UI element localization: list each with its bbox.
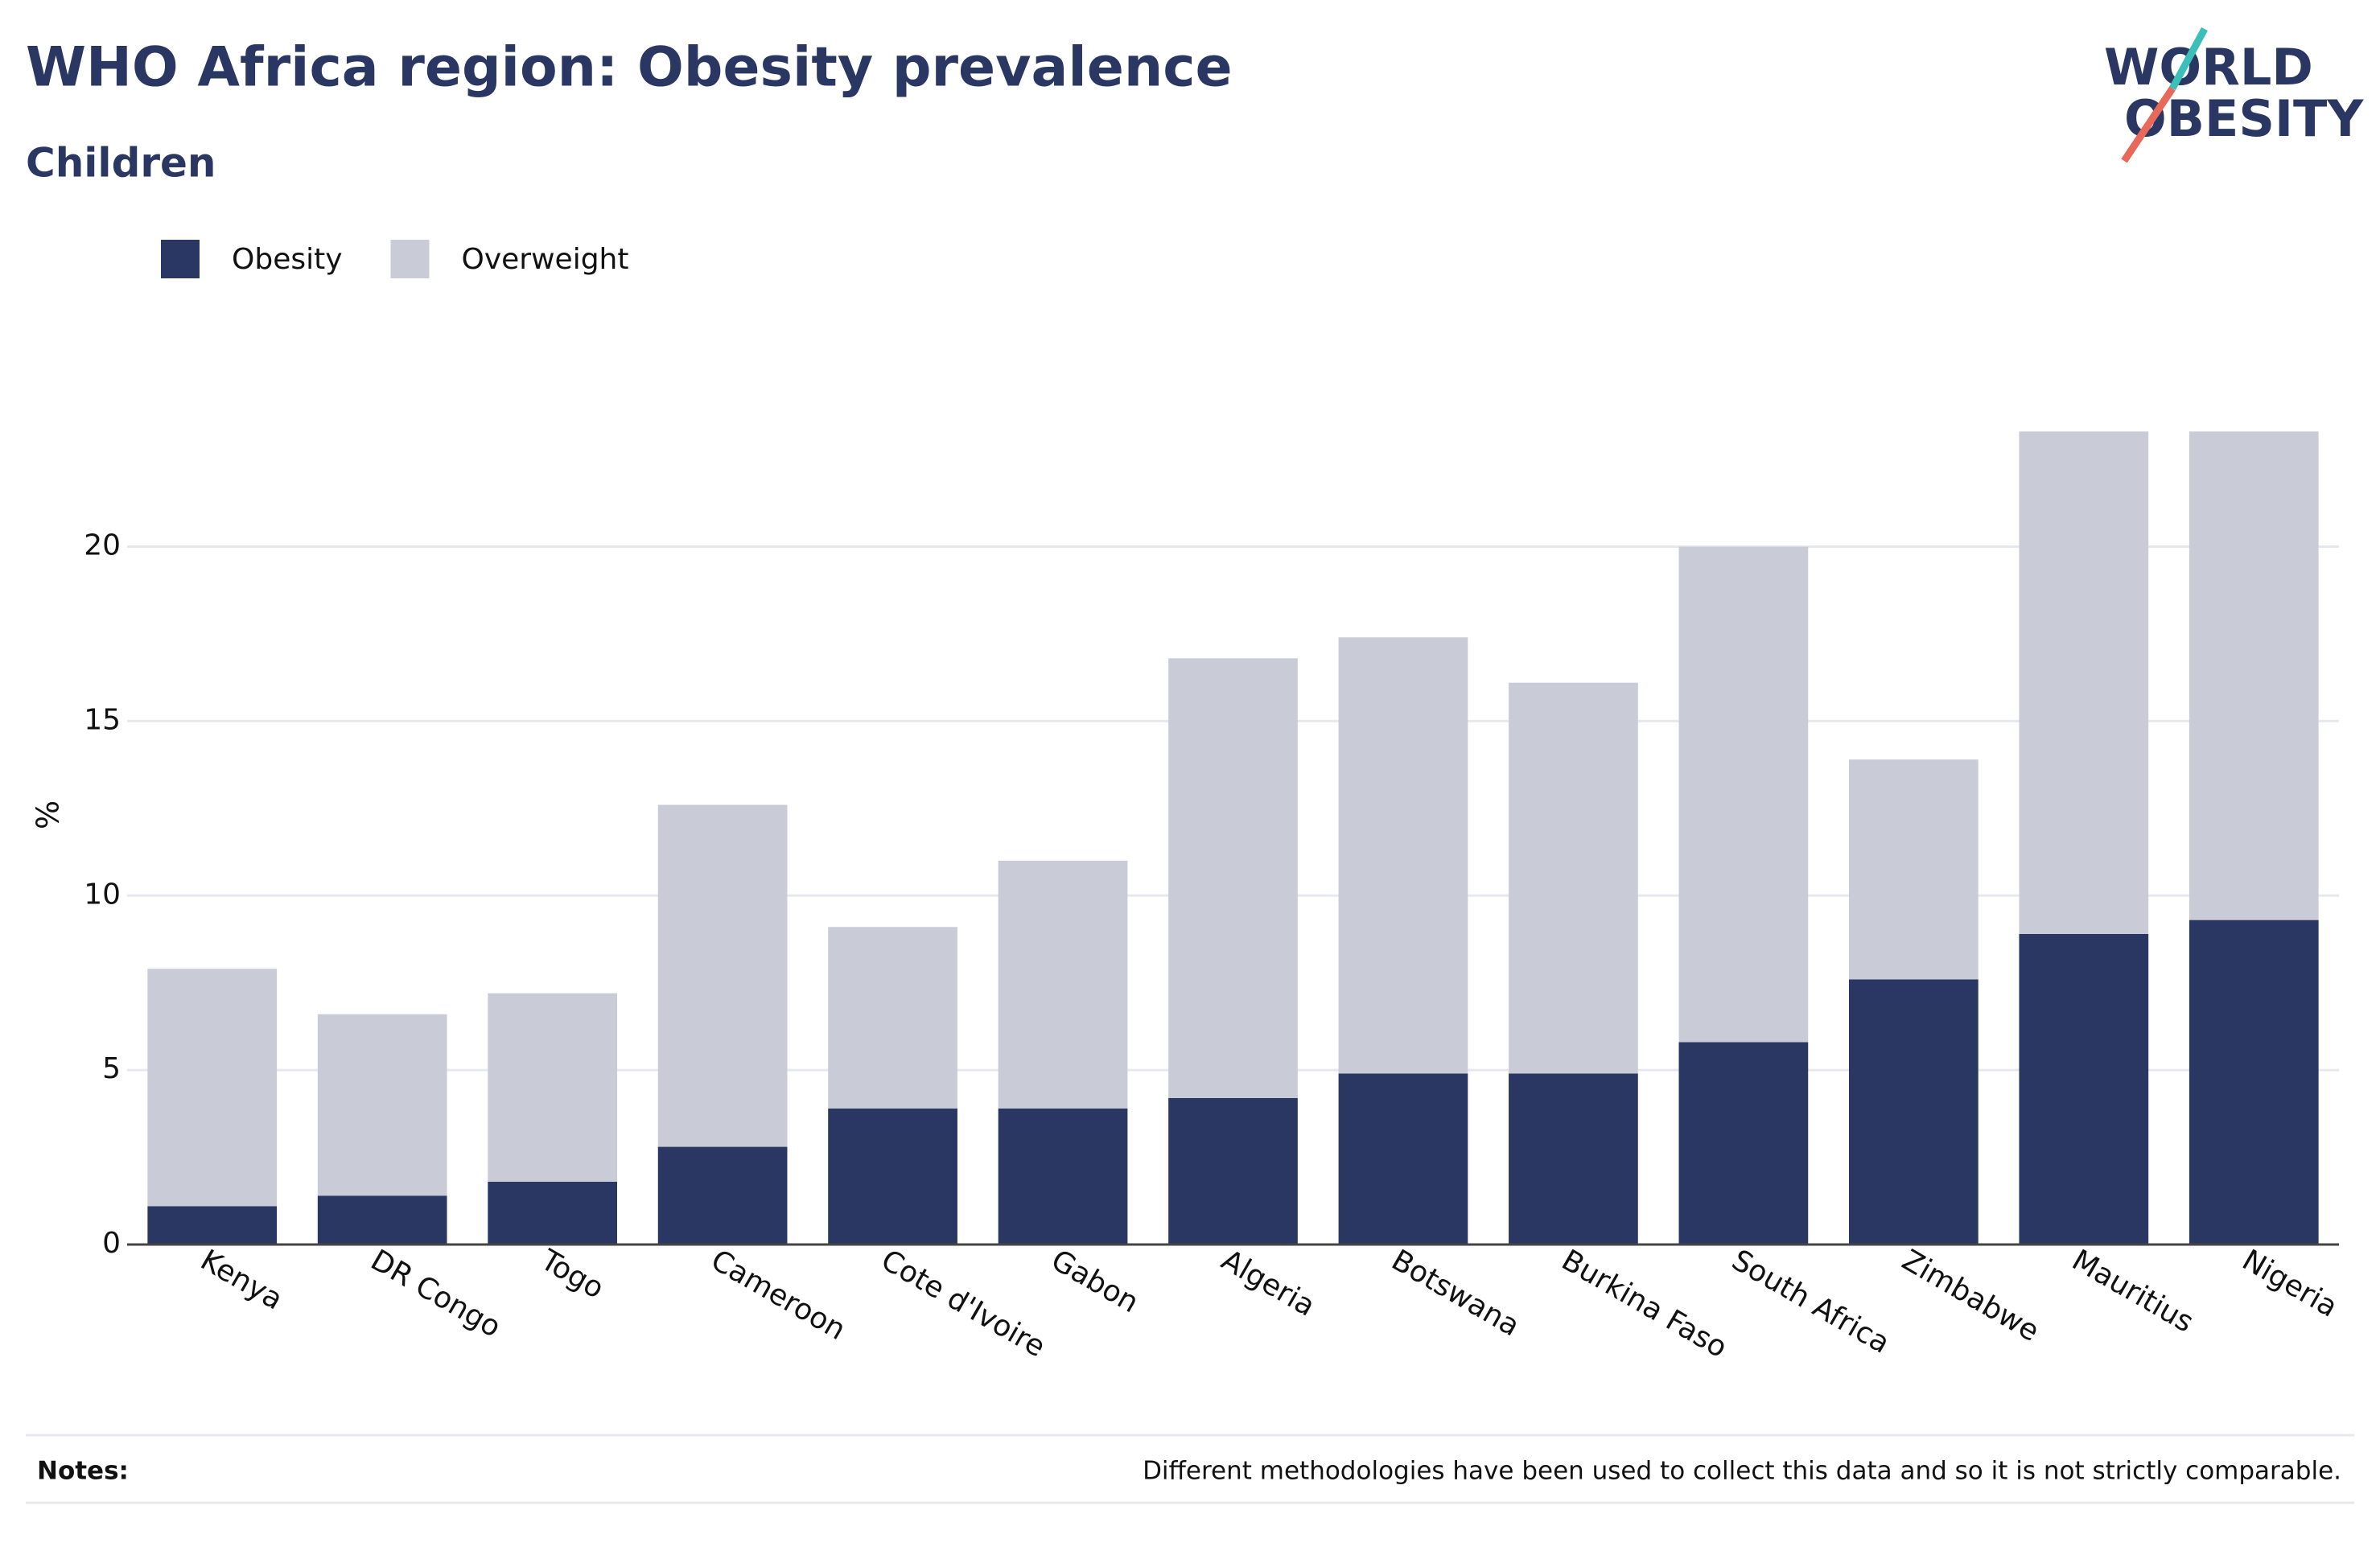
bar-segment xyxy=(488,1181,618,1245)
y-tick-label: 10 xyxy=(84,878,121,911)
bar-segment xyxy=(657,804,788,1147)
bar-segment xyxy=(317,1195,447,1245)
bar-segment xyxy=(1678,1042,1809,1245)
legend-swatch xyxy=(161,240,200,278)
bar-segment xyxy=(1509,682,1638,1074)
logo-slash xyxy=(2121,86,2176,163)
x-tick-label: Gabon xyxy=(1046,1244,1144,1319)
bar-segment xyxy=(1168,658,1298,1098)
x-tick-label: Nigeria xyxy=(2237,1244,2343,1324)
x-tick-label: Cameroon xyxy=(706,1244,851,1347)
logo: WORLD OBESITY xyxy=(2104,27,2364,163)
x-tick-label: Kenya xyxy=(195,1244,288,1317)
legend-label: Obesity xyxy=(232,243,343,276)
x-tick-label: South Africa xyxy=(1726,1244,1895,1360)
x-tick-label: Zimbabwe xyxy=(1896,1244,2044,1348)
chart-title: WHO Africa region: Obesity prevalence xyxy=(26,36,1233,100)
bar-segment xyxy=(998,860,1128,1109)
bar-segment xyxy=(2189,431,2319,920)
bar-segment xyxy=(1338,1073,1468,1245)
bar-segment xyxy=(828,1108,957,1245)
x-tick-label: Algeria xyxy=(1216,1244,1320,1323)
bar-segment xyxy=(1168,1097,1298,1245)
bar-segment xyxy=(488,993,618,1182)
chart-subtitle: Children xyxy=(26,140,216,187)
y-tick-label: 5 xyxy=(102,1052,121,1085)
bar-segment xyxy=(1509,1073,1638,1245)
bar-segment xyxy=(2189,920,2319,1245)
logo-text: OBESITY xyxy=(2124,89,2364,148)
x-tick-label: Burkina Faso xyxy=(1556,1244,1732,1364)
x-tick-label: Togo xyxy=(534,1243,609,1305)
bar-segment xyxy=(828,927,957,1109)
bar-segment xyxy=(1848,979,1979,1245)
x-tick-label: Mauritius xyxy=(2066,1244,2199,1339)
logo-text: WORLD xyxy=(2104,38,2313,97)
x-tick-label: Botswana xyxy=(1386,1244,1525,1343)
bar-segment xyxy=(2019,933,2149,1245)
bar-segment xyxy=(147,969,278,1207)
y-tick-label: 20 xyxy=(84,529,121,562)
notes-label: Notes: xyxy=(37,1457,129,1486)
legend-label: Overweight xyxy=(462,243,629,276)
legend-swatch xyxy=(390,240,430,278)
y-tick-label: 0 xyxy=(102,1227,121,1260)
x-tick-label: Cote d'Ivoire xyxy=(875,1244,1051,1364)
notes-text: Different methodologies have been used t… xyxy=(1143,1457,2341,1486)
bar-segment xyxy=(317,1014,447,1196)
bar-segment xyxy=(147,1206,278,1245)
x-tick-label: DR Congo xyxy=(365,1244,507,1344)
y-axis-label: % xyxy=(31,800,66,829)
bar-segment xyxy=(657,1146,788,1245)
bar-segment xyxy=(1338,637,1468,1074)
y-tick-label: 15 xyxy=(84,703,121,736)
bar-segment xyxy=(998,1108,1128,1245)
bar-segment xyxy=(1848,759,1979,980)
bar-segment xyxy=(1678,546,1809,1043)
bar-segment xyxy=(2019,431,2149,934)
logo-slash xyxy=(2169,27,2208,91)
